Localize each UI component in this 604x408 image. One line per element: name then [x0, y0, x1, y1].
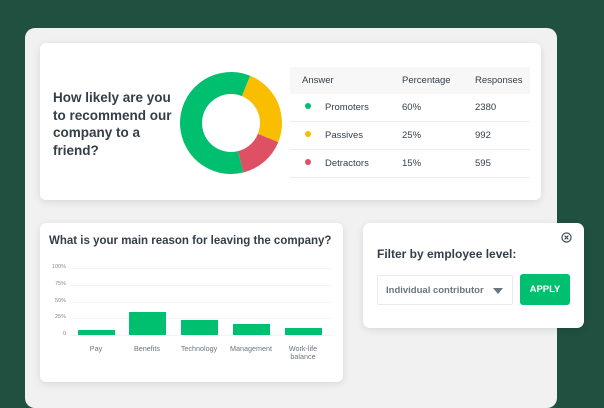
percentage-value: 60%	[402, 94, 475, 122]
y-tick-label: 25%	[54, 314, 66, 321]
bar-technology	[181, 320, 218, 335]
bar-management	[233, 323, 270, 335]
promoters-dot-icon	[305, 103, 311, 110]
nps-donut-chart	[180, 72, 282, 174]
passives-dot-icon	[305, 131, 311, 138]
grid-line	[70, 301, 332, 303]
percentage-value: 25%	[402, 121, 475, 150]
table-row: Detractors 15% 595	[290, 149, 530, 178]
employee-level-select[interactable]: Individual contributor	[377, 275, 513, 305]
x-axis-label: Pay	[89, 344, 103, 353]
x-axis-label: Technology	[180, 344, 218, 353]
responses-value: 992	[475, 121, 530, 150]
answer-label: Detractors	[325, 158, 369, 169]
caret-down-icon	[493, 288, 503, 294]
y-tick-label: 100%	[51, 264, 66, 270]
grid-line	[70, 335, 332, 336]
answer-label: Passives	[325, 130, 364, 141]
y-tick-label: 50%	[54, 297, 66, 304]
nps-card: How likely are you to recommend our comp…	[40, 43, 541, 200]
table-row: Passives 25% 992	[290, 121, 530, 150]
y-tick-label: 75%	[54, 280, 66, 287]
leaving-reason-bar-chart: 100% 75% 50% 25% 0 Pay Benefits Technology Manag…	[40, 223, 343, 382]
responses-value: 2380	[475, 94, 530, 122]
header-answer: Answer	[290, 67, 402, 94]
header-responses: Responses	[475, 67, 530, 94]
detractors-dot-icon	[305, 159, 311, 166]
nps-table: Answer Percentage Responses Promoters 60…	[290, 67, 530, 178]
bar-chart-title: What is your main reason for leaving the…	[49, 235, 332, 247]
answer-label: Promoters	[325, 102, 369, 113]
table-row: Promoters 60% 2380	[290, 94, 530, 122]
leaving-reason-card: What is your main reason for leaving the…	[40, 223, 343, 382]
apply-button[interactable]: APPLY	[520, 274, 570, 305]
responses-value: 595	[475, 149, 530, 178]
bar-work-life-balance	[285, 328, 322, 335]
filter-title: Filter by employee level:	[377, 247, 517, 261]
y-tick-label: 0	[62, 331, 66, 337]
grid-line	[70, 284, 332, 286]
percentage-value: 15%	[402, 149, 475, 178]
bar-benefits	[129, 312, 166, 335]
x-axis-label: Work-life balance	[288, 344, 318, 361]
x-axis-label: Benefits	[134, 344, 160, 353]
selected-value: Individual contributor	[386, 284, 484, 296]
filter-popup: Filter by employee level: Individual con…	[363, 223, 584, 328]
grid-line	[70, 268, 332, 269]
x-axis-label: Management	[230, 344, 272, 353]
bar-pay	[78, 329, 115, 335]
header-percentage: Percentage	[402, 67, 475, 94]
nps-question: How likely are you to recommend our comp…	[53, 90, 172, 158]
close-icon[interactable]	[561, 232, 572, 243]
grid-line	[70, 318, 332, 320]
table-header-row: Answer Percentage Responses	[290, 67, 530, 94]
